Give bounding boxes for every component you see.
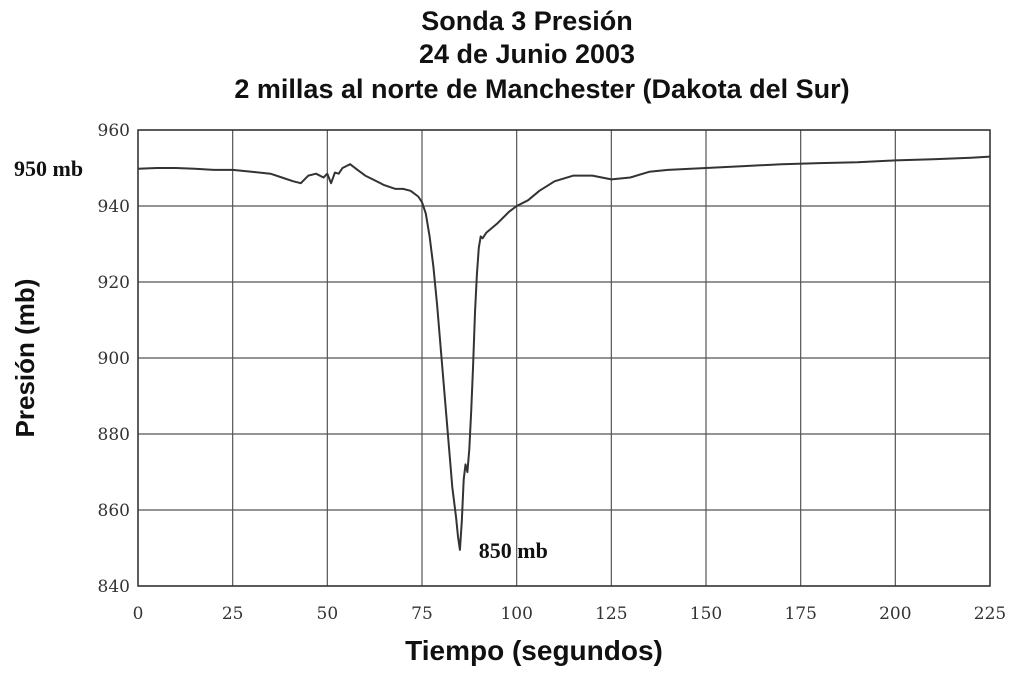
x-tick-label: 50 — [317, 604, 339, 624]
y-tick-label: 900 — [98, 349, 130, 369]
x-tick-label: 0 — [133, 604, 144, 624]
x-tick-labels: 0 25 50 75 100 125 150 175 200 225 — [133, 604, 1007, 624]
chart-title-block: Sonda 3 Presión 24 de Junio 2003 2 milla… — [234, 6, 849, 104]
chart-title-line-1: Sonda 3 Presión — [421, 6, 633, 36]
x-tick-label: 125 — [595, 604, 627, 624]
y-tick-label: 860 — [98, 501, 130, 521]
x-tick-label: 100 — [500, 604, 532, 624]
y-tick-label: 940 — [98, 197, 130, 217]
y-tick-label: 840 — [98, 577, 130, 597]
y-tick-labels: 840 860 880 900 920 940 960 — [98, 121, 130, 597]
y-tick-label: 960 — [98, 121, 130, 141]
x-tick-label: 150 — [690, 604, 722, 624]
annotation-950mb: 950 mb — [14, 156, 83, 181]
x-tick-label: 25 — [222, 604, 244, 624]
pressure-series-line — [137, 155, 991, 551]
y-tick-label: 880 — [98, 425, 130, 445]
chart-title-line-2: 24 de Junio 2003 — [419, 39, 635, 69]
annotation-850mb: 850 mb — [479, 538, 548, 563]
x-axis-label: Tiempo (segundos) — [405, 635, 663, 666]
plot-frame — [137, 129, 991, 587]
x-tick-label: 75 — [411, 604, 433, 624]
y-tick-label: 920 — [98, 273, 130, 293]
grid — [137, 129, 991, 587]
x-tick-label: 225 — [974, 604, 1006, 624]
x-tick-label: 175 — [784, 604, 816, 624]
x-tick-label: 200 — [879, 604, 911, 624]
y-axis-label: Presión (mb) — [10, 279, 40, 438]
chart-title-line-3: 2 millas al norte de Manchester (Dakota … — [234, 74, 849, 104]
